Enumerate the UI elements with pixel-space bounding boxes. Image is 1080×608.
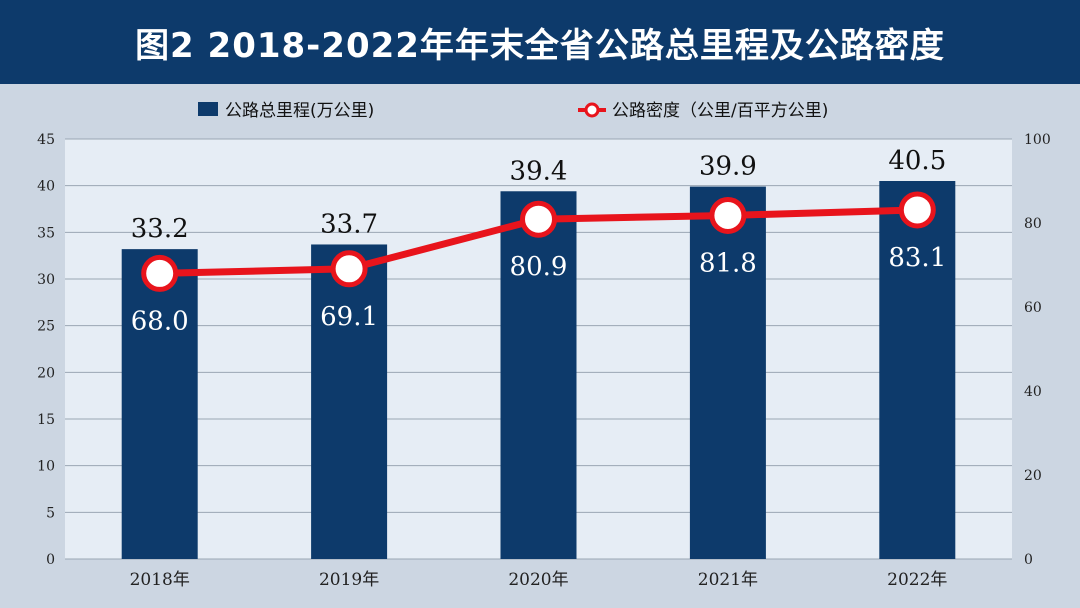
density-value-label: 68.0 [131,306,189,336]
density-marker [709,196,747,234]
right-tick-label: 0 [1024,552,1033,568]
x-tick-label: 2019年 [319,570,379,590]
chart-title: 图2 2018-2022年年末全省公路总里程及公路密度 [135,25,945,66]
x-axis: 2018年 2019年 2020年 2021年 2022年 [130,570,948,590]
left-tick-label: 45 [37,132,55,148]
left-tick-label: 5 [46,505,55,521]
left-tick-label: 20 [37,365,55,381]
density-marker [141,254,179,292]
right-tick-label: 20 [1024,468,1042,484]
density-value-label: 80.9 [510,252,568,282]
left-tick-label: 30 [37,272,55,288]
left-axis: 0 5 10 15 20 25 30 35 40 45 [37,132,55,568]
x-tick-label: 2020年 [508,570,568,590]
legend-bar-swatch [198,102,218,116]
bar-value-label: 39.4 [510,156,568,186]
density-marker [898,191,936,229]
bar-value-label: 40.5 [888,146,946,176]
left-tick-label: 40 [37,179,55,195]
title-bar: 图2 2018-2022年年末全省公路总里程及公路密度 [0,0,1080,84]
bar [689,186,766,559]
left-tick-label: 35 [37,225,55,241]
bar-value-label: 33.2 [131,214,189,244]
bar [121,249,198,559]
bar [879,181,956,559]
left-tick-label: 0 [46,552,55,568]
bar-series [121,181,956,559]
density-value-label: 83.1 [888,243,946,273]
bar-value-label: 39.9 [699,152,757,182]
line-labels: 68.0 69.1 80.9 81.8 83.1 [131,243,946,336]
legend: 公路总里程(万公里) 公路密度（公里/百平方公里) [198,101,828,121]
bar [311,244,388,559]
left-tick-label: 10 [37,459,55,475]
bar-labels: 33.2 33.7 39.4 39.9 40.5 [131,146,946,244]
left-tick-label: 25 [37,319,55,335]
bar [500,191,577,559]
right-tick-label: 80 [1024,216,1042,232]
density-value-label: 81.8 [699,248,757,278]
density-value-label: 69.1 [320,302,378,332]
line-series [141,191,936,292]
x-tick-label: 2022年 [887,570,947,590]
legend-bar-label: 公路总里程(万公里) [225,101,374,121]
left-tick-label: 15 [37,412,55,428]
right-axis: 0 20 40 60 80 100 [1024,132,1051,568]
right-tick-label: 60 [1024,300,1042,316]
x-tick-label: 2021年 [698,570,758,590]
density-marker [520,200,557,238]
legend-line-label: 公路密度（公里/百平方公里) [612,101,828,121]
x-tick-label: 2018年 [130,570,190,590]
legend-line-marker [584,102,600,118]
right-tick-label: 100 [1024,132,1051,148]
right-tick-label: 40 [1024,384,1042,400]
bar-value-label: 33.7 [320,209,378,239]
density-marker [330,250,368,288]
